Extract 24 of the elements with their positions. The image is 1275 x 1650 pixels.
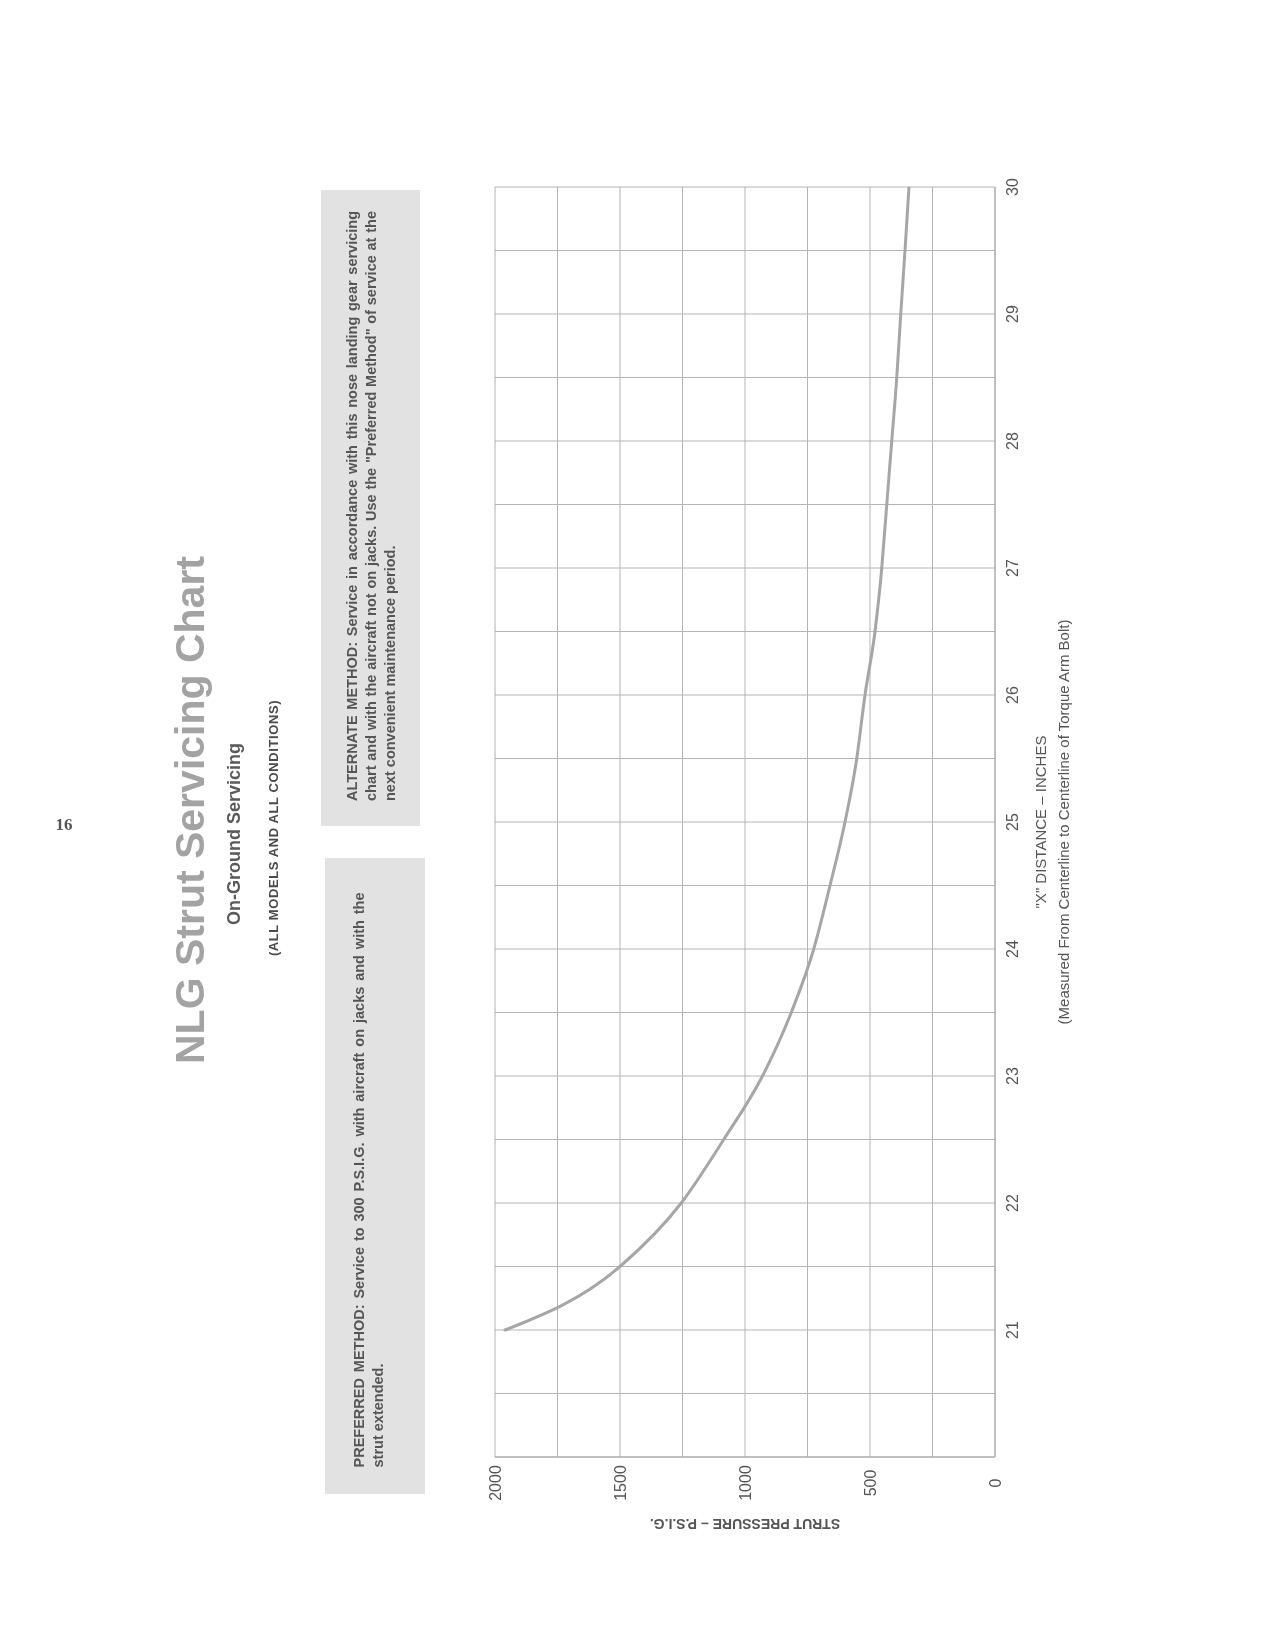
y-tick-label: 23 (1003, 1067, 1021, 1085)
line-series (503, 187, 911, 1332)
text: NLG Strut Servicing Chart (166, 555, 213, 1065)
text: ALTERNATE METHOD: Service in accordance with this nose landing gear servicing chart and with the aircraft not on jacks. Use the "Preferred Method" of service at the next convenient maintenance period. (342, 211, 399, 801)
x-tick-label: 1000 (736, 1465, 754, 1501)
x-tick-label: 2000 (486, 1465, 504, 1501)
y-tick-label: 26 (1003, 686, 1021, 704)
y-tick-label: 22 (1003, 1194, 1021, 1212)
y-tick-label: 30 (1003, 178, 1021, 196)
y-tick-label: 29 (1003, 305, 1021, 323)
x-tick-label: 0 (986, 1478, 1004, 1488)
y-axis-title: "X" DISTANCE – INCHES (Measured From Centerline to Centerline of Torque Arm Bolt) (1031, 619, 1072, 1025)
y-tick-label: 28 (1003, 432, 1021, 450)
text: On-Ground Servicing (224, 742, 244, 926)
x-tick-label: 500 (861, 1469, 879, 1497)
text: 16 (55, 814, 73, 834)
y-tick-label: 27 (1003, 559, 1021, 577)
y-tick-label: 21 (1003, 1321, 1021, 1339)
y-tick-label: 25 (1003, 813, 1021, 831)
x-axis-title: STRUT PRESSURE – P.S.I.G. (649, 1516, 841, 1532)
text: PREFERRED METHOD: Service to 300 P.S.I.G. with aircraft on jacks and with the strut extended. (350, 892, 387, 1468)
text: (ALL MODELS AND ALL CONDITIONS) (265, 699, 281, 957)
x-tick-label: 1500 (611, 1465, 629, 1501)
y-tick-label: 24 (1003, 940, 1021, 958)
